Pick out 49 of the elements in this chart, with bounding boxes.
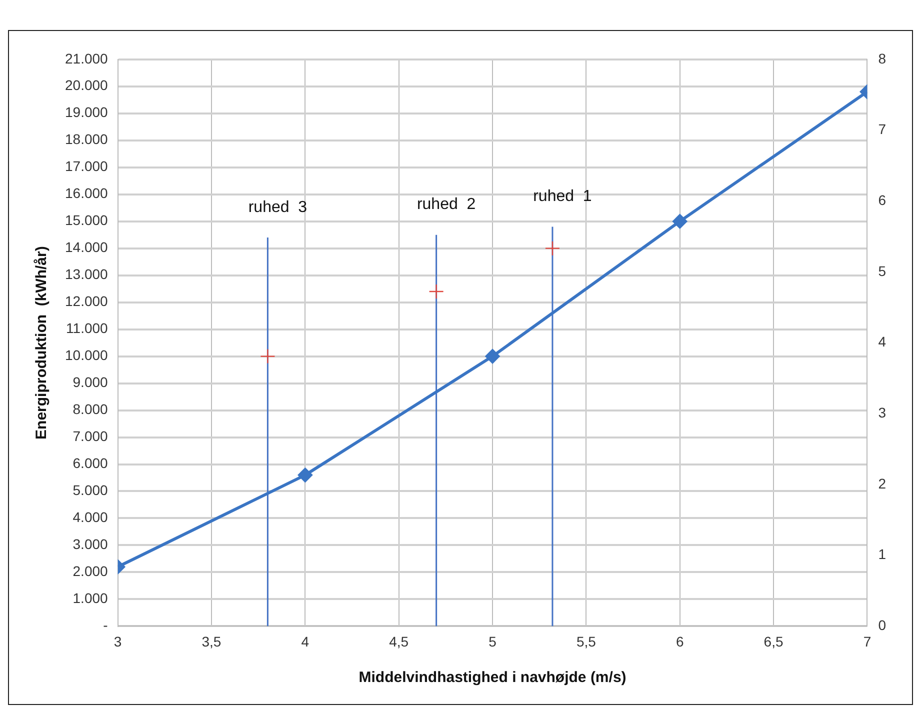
y2-tick-label: 7 [878,121,886,138]
annotation: ruhed 2 [416,196,476,214]
y2-tick-label: 3 [878,404,886,421]
annotation: ruhed 3 [248,198,308,216]
x-tick-label: 4,5 [389,633,409,650]
y-tick-label: 10.000 [64,347,108,364]
y-tick-label: 13.000 [64,266,108,282]
y-tick-label: 17.000 [64,158,108,174]
y-tick-label: 7.000 [72,428,108,444]
y-axis-title: Energiproduktion (kWh/år) [33,246,50,440]
point [544,240,560,256]
y2-tick-label: 2 [878,475,886,492]
x-axis-title: Middelvindhastighed i navhøjde (m/s) [358,669,626,686]
point [428,284,444,300]
point [298,468,313,483]
y-tick-label: 11.000 [66,320,108,336]
y-tick-label: 16.000 [64,185,108,202]
y2-tick-label: 1 [878,546,886,562]
y-tick-label: 3.000 [72,536,108,552]
x-tick-label: 3 [114,633,122,650]
y-tick-label: - [103,617,108,634]
y-tick-label: 9.000 [72,374,108,390]
y-tick-label: 1.000 [72,590,108,606]
x-tick-label: 5,5 [576,633,596,650]
x-tick-label: 7 [863,633,872,650]
x-tick-label: 5 [488,633,497,650]
y-tick-label: 2.000 [72,563,108,580]
y-tick-label: 18.000 [64,131,108,148]
y2-tick-label: 0 [878,617,886,634]
x-tick-label: 6 [676,633,684,650]
y2-tick-label: 8 [878,50,886,66]
y-tick-label: 14.000 [64,239,108,256]
y-tick-label: 20.000 [64,77,108,94]
y-tick-label: 21.000 [64,50,108,66]
y-tick-label: 5.000 [72,482,108,498]
y-tick-label: 12.000 [64,293,108,310]
annotation: ruhed 1 [533,188,592,206]
y2-tick-label: 5 [878,262,886,279]
y-tick-label: 15.000 [64,212,108,228]
y2-tick-label: 4 [878,334,886,350]
x-tick-label: 4 [301,633,310,650]
y-tick-label: 8.000 [72,401,108,418]
y2-tick-label: 6 [878,192,886,208]
x-tick-label: 6,5 [764,633,784,650]
point [485,348,500,364]
y-tick-label: 6.000 [72,455,108,472]
y-tick-label: 4.000 [72,509,108,526]
x-tick-label: 3,5 [202,633,222,650]
y-tick-label: 19.000 [64,104,108,120]
